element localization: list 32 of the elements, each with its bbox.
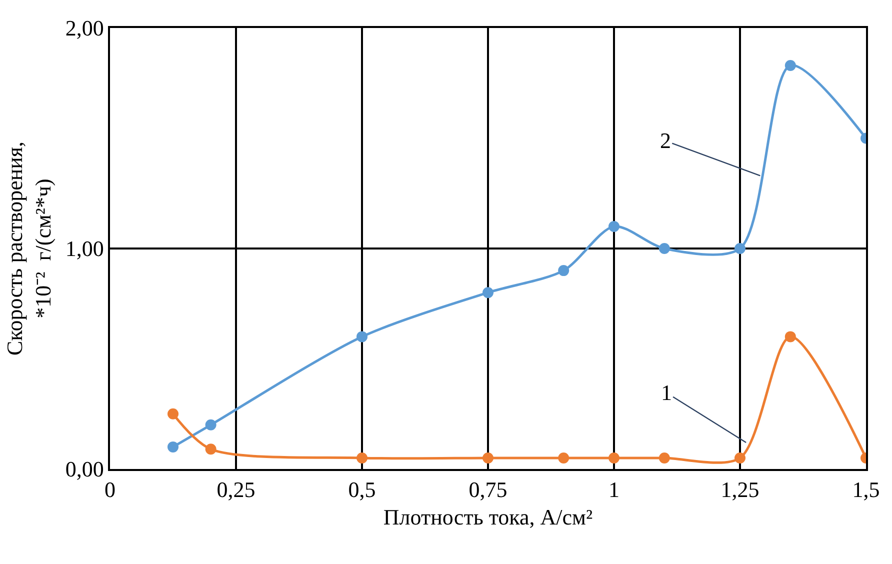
point [608,220,620,232]
point [784,331,796,342]
x-axis-title: Плотность тока, А/см² [383,504,593,530]
annotation: 2 [660,128,671,153]
x-tick-label: 1,5 [852,477,880,502]
y-tick-label: 0,00 [65,456,104,482]
x-tick-label: 1 [608,477,620,502]
point [734,243,746,254]
point [168,441,178,452]
point [205,419,216,430]
x-tick-label: 1,25 [720,477,760,502]
point [608,452,620,464]
point [356,452,368,464]
point [658,452,670,464]
point [205,444,216,455]
point [658,243,670,254]
y-axis-title: Скорость растворения, *10⁻² г/(см²*ч) [2,141,56,356]
point [784,60,796,71]
annotation: 1 [661,380,672,405]
x-tick-label: 0 [104,477,116,502]
point [558,265,570,276]
point [558,452,570,464]
point [482,287,494,298]
point [482,452,494,464]
y-tick-label: 2,00 [65,16,104,41]
x-tick-label: 0,75 [468,477,508,502]
point [356,331,368,342]
point [734,452,746,464]
x-tick-label: 0,5 [348,477,376,502]
point [168,408,178,420]
x-tick-label: 0,25 [216,477,256,502]
y-tick-label: 1,00 [65,236,104,262]
